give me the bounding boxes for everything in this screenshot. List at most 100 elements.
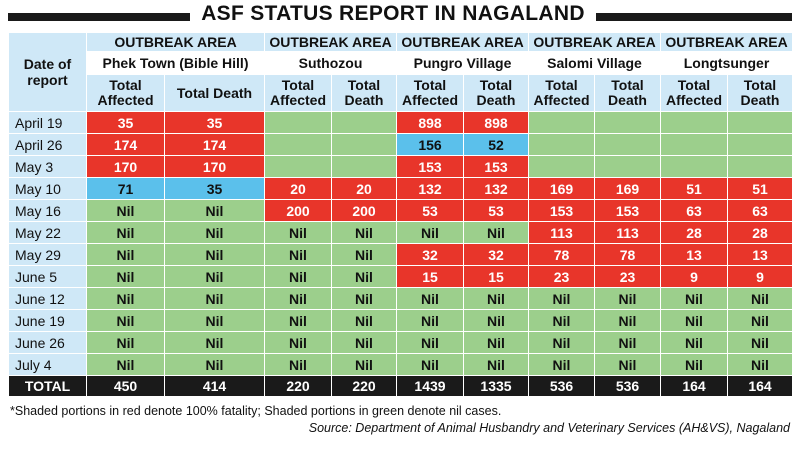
total-cell: 220 xyxy=(264,375,332,397)
table-cell: 13 xyxy=(660,243,728,266)
col-total-death: Total Death xyxy=(594,74,661,112)
table-cell: 132 xyxy=(396,177,464,200)
table-cell: 153 xyxy=(463,155,529,178)
table-cell: 170 xyxy=(164,155,265,178)
table-cell: 51 xyxy=(727,177,793,200)
area-name-pungro: Pungro Village xyxy=(396,51,529,75)
table-cell: 15 xyxy=(396,265,464,288)
total-cell: 536 xyxy=(594,375,661,397)
table-cell xyxy=(528,155,595,178)
table-cell: 71 xyxy=(86,177,165,200)
table-row: June 12 Nil Nil Nil Nil Nil Nil Nil Nil Nil Nil xyxy=(8,287,793,310)
row-date: May 10 xyxy=(8,177,87,200)
table-cell: 23 xyxy=(528,265,595,288)
table-cell: Nil xyxy=(331,287,397,310)
table-cell xyxy=(660,155,728,178)
total-cell: 536 xyxy=(528,375,595,397)
table-cell: Nil xyxy=(164,353,265,376)
col-total-death: Total Death xyxy=(164,74,265,112)
row-date: June 5 xyxy=(8,265,87,288)
table-cell: Nil xyxy=(164,199,265,222)
table-cell xyxy=(594,111,661,134)
table-row: June 5 Nil Nil Nil Nil 15 15 23 23 9 9 xyxy=(8,265,793,288)
table-cell: Nil xyxy=(331,221,397,244)
table-cell: 200 xyxy=(264,199,332,222)
table-cell: 113 xyxy=(528,221,595,244)
table-cell: Nil xyxy=(164,331,265,354)
table-cell: Nil xyxy=(528,353,595,376)
table-cell: Nil xyxy=(331,265,397,288)
table-cell: 153 xyxy=(528,199,595,222)
table-cell: Nil xyxy=(86,309,165,332)
table-cell xyxy=(660,111,728,134)
table-cell: Nil xyxy=(86,287,165,310)
table-cell xyxy=(331,111,397,134)
date-column-header: Date of report xyxy=(8,32,87,112)
col-total-affected: Total Affected xyxy=(660,74,728,112)
table-cell xyxy=(264,133,332,156)
table-cell: Nil xyxy=(660,353,728,376)
row-date: July 4 xyxy=(8,353,87,376)
table-cell: Nil xyxy=(264,221,332,244)
total-cell: 450 xyxy=(86,375,165,397)
table-cell xyxy=(264,111,332,134)
table-cell: 898 xyxy=(396,111,464,134)
table-cell: 20 xyxy=(331,177,397,200)
table-cell: Nil xyxy=(86,353,165,376)
table-cell: Nil xyxy=(331,309,397,332)
table-row: May 10 71 35 20 20 132 132 169 169 51 51 xyxy=(8,177,793,200)
table-cell: 200 xyxy=(331,199,397,222)
table-cell: 20 xyxy=(264,177,332,200)
table-cell: Nil xyxy=(331,331,397,354)
total-cell: 1335 xyxy=(463,375,529,397)
total-cell: 1439 xyxy=(396,375,464,397)
table-cell: 35 xyxy=(164,111,265,134)
table-cell: 9 xyxy=(727,265,793,288)
table-cell: 78 xyxy=(594,243,661,266)
table-cell: Nil xyxy=(463,287,529,310)
outbreak-area-label: OUTBREAK AREA xyxy=(396,32,529,52)
table-cell xyxy=(727,133,793,156)
total-cell: 220 xyxy=(331,375,397,397)
total-cell: 414 xyxy=(164,375,265,397)
table-row: April 26 174 174 156 52 xyxy=(8,133,793,156)
table-cell: Nil xyxy=(594,287,661,310)
area-name-salomi: Salomi Village xyxy=(528,51,661,75)
asf-status-table: Date of report OUTBREAK AREA OUTBREAK AR… xyxy=(8,32,793,397)
table-cell: Nil xyxy=(264,243,332,266)
col-total-affected: Total Affected xyxy=(264,74,332,112)
table-cell xyxy=(528,133,595,156)
table-cell: 32 xyxy=(463,243,529,266)
table-row: May 3 170 170 153 153 xyxy=(8,155,793,178)
table-cell: Nil xyxy=(264,287,332,310)
row-date: June 19 xyxy=(8,309,87,332)
title-rule-left xyxy=(8,13,190,21)
table-cell: 153 xyxy=(396,155,464,178)
table-cell: 63 xyxy=(727,199,793,222)
table-cell: 53 xyxy=(463,199,529,222)
table-cell: Nil xyxy=(396,287,464,310)
table-cell: 28 xyxy=(660,221,728,244)
table-row: May 29 Nil Nil Nil Nil 32 32 78 78 13 13 xyxy=(8,243,793,266)
table-cell xyxy=(331,155,397,178)
table-cell: 113 xyxy=(594,221,661,244)
col-total-affected: Total Affected xyxy=(528,74,595,112)
title-rule-right xyxy=(596,13,792,21)
table-cell: 35 xyxy=(164,177,265,200)
row-date: May 16 xyxy=(8,199,87,222)
table-cell: 170 xyxy=(86,155,165,178)
table-cell: Nil xyxy=(463,221,529,244)
table-cell: 63 xyxy=(660,199,728,222)
area-name-longtsunger: Longtsunger xyxy=(660,51,793,75)
table-cell xyxy=(264,155,332,178)
table-cell: 35 xyxy=(86,111,165,134)
table-cell: Nil xyxy=(528,287,595,310)
table-cell: Nil xyxy=(264,331,332,354)
table-cell: Nil xyxy=(86,243,165,266)
table-cell: Nil xyxy=(331,243,397,266)
table-cell: Nil xyxy=(528,309,595,332)
table-cell: Nil xyxy=(331,353,397,376)
table-cell: Nil xyxy=(727,309,793,332)
title-area: ASF STATUS REPORT IN NAGALAND xyxy=(0,0,800,32)
table-cell xyxy=(331,133,397,156)
